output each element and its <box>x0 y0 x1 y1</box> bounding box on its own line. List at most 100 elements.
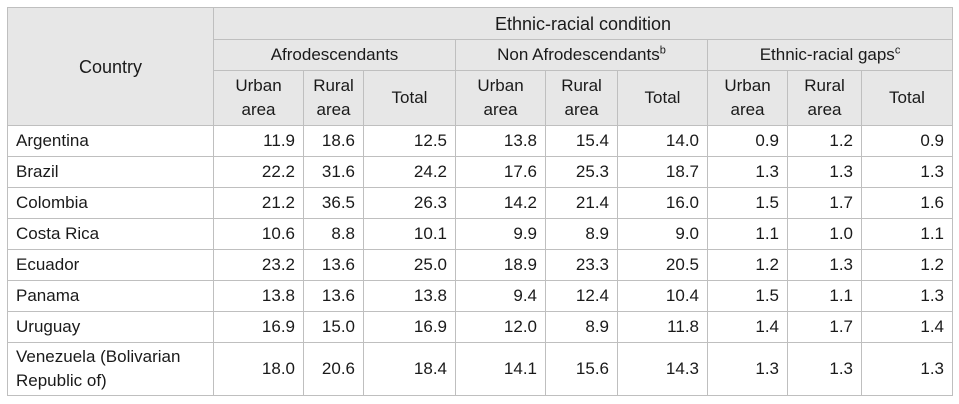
subheader-total: Total <box>617 70 708 126</box>
value-cell: 1.7 <box>787 187 862 219</box>
value-cell: 13.6 <box>303 280 364 312</box>
value-cell: 18.9 <box>455 249 546 281</box>
value-cell: 25.0 <box>363 249 456 281</box>
value-cell: 18.7 <box>617 156 708 188</box>
country-cell: Argentina <box>7 125 214 157</box>
table-header: Country Ethnic-racial condition Afrodesc… <box>7 7 953 126</box>
value-cell: 16.0 <box>617 187 708 219</box>
value-cell: 20.5 <box>617 249 708 281</box>
value-cell: 24.2 <box>363 156 456 188</box>
table-row: Ecuador 23.2 13.6 25.0 18.9 23.3 20.5 1.… <box>7 249 953 281</box>
value-cell: 0.9 <box>707 125 788 157</box>
table-row: Uruguay 16.9 15.0 16.9 12.0 8.9 11.8 1.4… <box>7 311 953 343</box>
value-cell: 10.6 <box>213 218 304 250</box>
subheader-rural-area: Rural area <box>303 70 364 126</box>
value-cell: 15.4 <box>545 125 618 157</box>
value-cell: 1.1 <box>787 280 862 312</box>
value-cell: 1.3 <box>787 342 862 396</box>
header-group-afrodescendants: Afrodescendants <box>213 39 456 71</box>
subheader-rural-area: Rural area <box>787 70 862 126</box>
value-cell: 11.9 <box>213 125 304 157</box>
country-cell: Uruguay <box>7 311 214 343</box>
value-cell: 12.0 <box>455 311 546 343</box>
subheader-total: Total <box>861 70 953 126</box>
subheader-total: Total <box>363 70 456 126</box>
subheader-urban-area: Urban area <box>455 70 546 126</box>
value-cell: 20.6 <box>303 342 364 396</box>
value-cell: 1.3 <box>707 156 788 188</box>
value-cell: 1.3 <box>861 342 953 396</box>
value-cell: 15.6 <box>545 342 618 396</box>
value-cell: 9.9 <box>455 218 546 250</box>
value-cell: 1.0 <box>787 218 862 250</box>
value-cell: 1.5 <box>707 280 788 312</box>
value-cell: 1.4 <box>707 311 788 343</box>
country-cell: Ecuador <box>7 249 214 281</box>
value-cell: 8.9 <box>545 311 618 343</box>
value-cell: 1.3 <box>861 280 953 312</box>
value-cell: 1.6 <box>861 187 953 219</box>
value-cell: 13.8 <box>455 125 546 157</box>
value-cell: 1.3 <box>707 342 788 396</box>
value-cell: 17.6 <box>455 156 546 188</box>
value-cell: 25.3 <box>545 156 618 188</box>
value-cell: 8.8 <box>303 218 364 250</box>
value-cell: 31.6 <box>303 156 364 188</box>
country-cell: Venezuela (Bolivarian Republic of) <box>7 342 214 396</box>
table-row: Colombia 21.2 36.5 26.3 14.2 21.4 16.0 1… <box>7 187 953 219</box>
value-cell: 1.1 <box>861 218 953 250</box>
header-ethnic-racial-condition: Ethnic-racial condition <box>213 7 953 40</box>
value-cell: 12.4 <box>545 280 618 312</box>
value-cell: 12.5 <box>363 125 456 157</box>
value-cell: 36.5 <box>303 187 364 219</box>
value-cell: 13.8 <box>363 280 456 312</box>
header-country: Country <box>7 7 214 126</box>
country-cell: Colombia <box>7 187 214 219</box>
value-cell: 15.0 <box>303 311 364 343</box>
subheader-urban-area: Urban area <box>707 70 788 126</box>
table-row: Argentina 11.9 18.6 12.5 13.8 15.4 14.0 … <box>7 125 953 157</box>
value-cell: 1.1 <box>707 218 788 250</box>
value-cell: 1.2 <box>707 249 788 281</box>
table-row: Venezuela (Bolivarian Republic of) 18.0 … <box>7 342 953 396</box>
value-cell: 14.0 <box>617 125 708 157</box>
data-table: Country Ethnic-racial condition Afrodesc… <box>7 7 953 396</box>
value-cell: 10.4 <box>617 280 708 312</box>
value-cell: 1.3 <box>787 249 862 281</box>
value-cell: 0.9 <box>861 125 953 157</box>
value-cell: 18.6 <box>303 125 364 157</box>
value-cell: 1.7 <box>787 311 862 343</box>
value-cell: 16.9 <box>213 311 304 343</box>
table-row: Panama 13.8 13.6 13.8 9.4 12.4 10.4 1.5 … <box>7 280 953 312</box>
value-cell: 1.2 <box>787 125 862 157</box>
value-cell: 9.4 <box>455 280 546 312</box>
value-cell: 13.8 <box>213 280 304 312</box>
value-cell: 22.2 <box>213 156 304 188</box>
country-cell: Brazil <box>7 156 214 188</box>
value-cell: 1.4 <box>861 311 953 343</box>
value-cell: 1.3 <box>861 156 953 188</box>
subheader-urban-area: Urban area <box>213 70 304 126</box>
value-cell: 23.3 <box>545 249 618 281</box>
table-body: Argentina 11.9 18.6 12.5 13.8 15.4 14.0 … <box>7 125 953 396</box>
value-cell: 1.5 <box>707 187 788 219</box>
value-cell: 21.2 <box>213 187 304 219</box>
value-cell: 18.4 <box>363 342 456 396</box>
value-cell: 1.3 <box>787 156 862 188</box>
value-cell: 13.6 <box>303 249 364 281</box>
subheader-rural-area: Rural area <box>545 70 618 126</box>
value-cell: 14.2 <box>455 187 546 219</box>
value-cell: 14.1 <box>455 342 546 396</box>
value-cell: 18.0 <box>213 342 304 396</box>
value-cell: 21.4 <box>545 187 618 219</box>
value-cell: 16.9 <box>363 311 456 343</box>
value-cell: 1.2 <box>861 249 953 281</box>
header-group-ethnic-racial-gaps: Ethnic-racial gapsc <box>707 39 953 71</box>
country-cell: Panama <box>7 280 214 312</box>
value-cell: 8.9 <box>545 218 618 250</box>
value-cell: 10.1 <box>363 218 456 250</box>
table-row: Brazil 22.2 31.6 24.2 17.6 25.3 18.7 1.3… <box>7 156 953 188</box>
country-cell: Costa Rica <box>7 218 214 250</box>
value-cell: 26.3 <box>363 187 456 219</box>
table-row: Costa Rica 10.6 8.8 10.1 9.9 8.9 9.0 1.1… <box>7 218 953 250</box>
